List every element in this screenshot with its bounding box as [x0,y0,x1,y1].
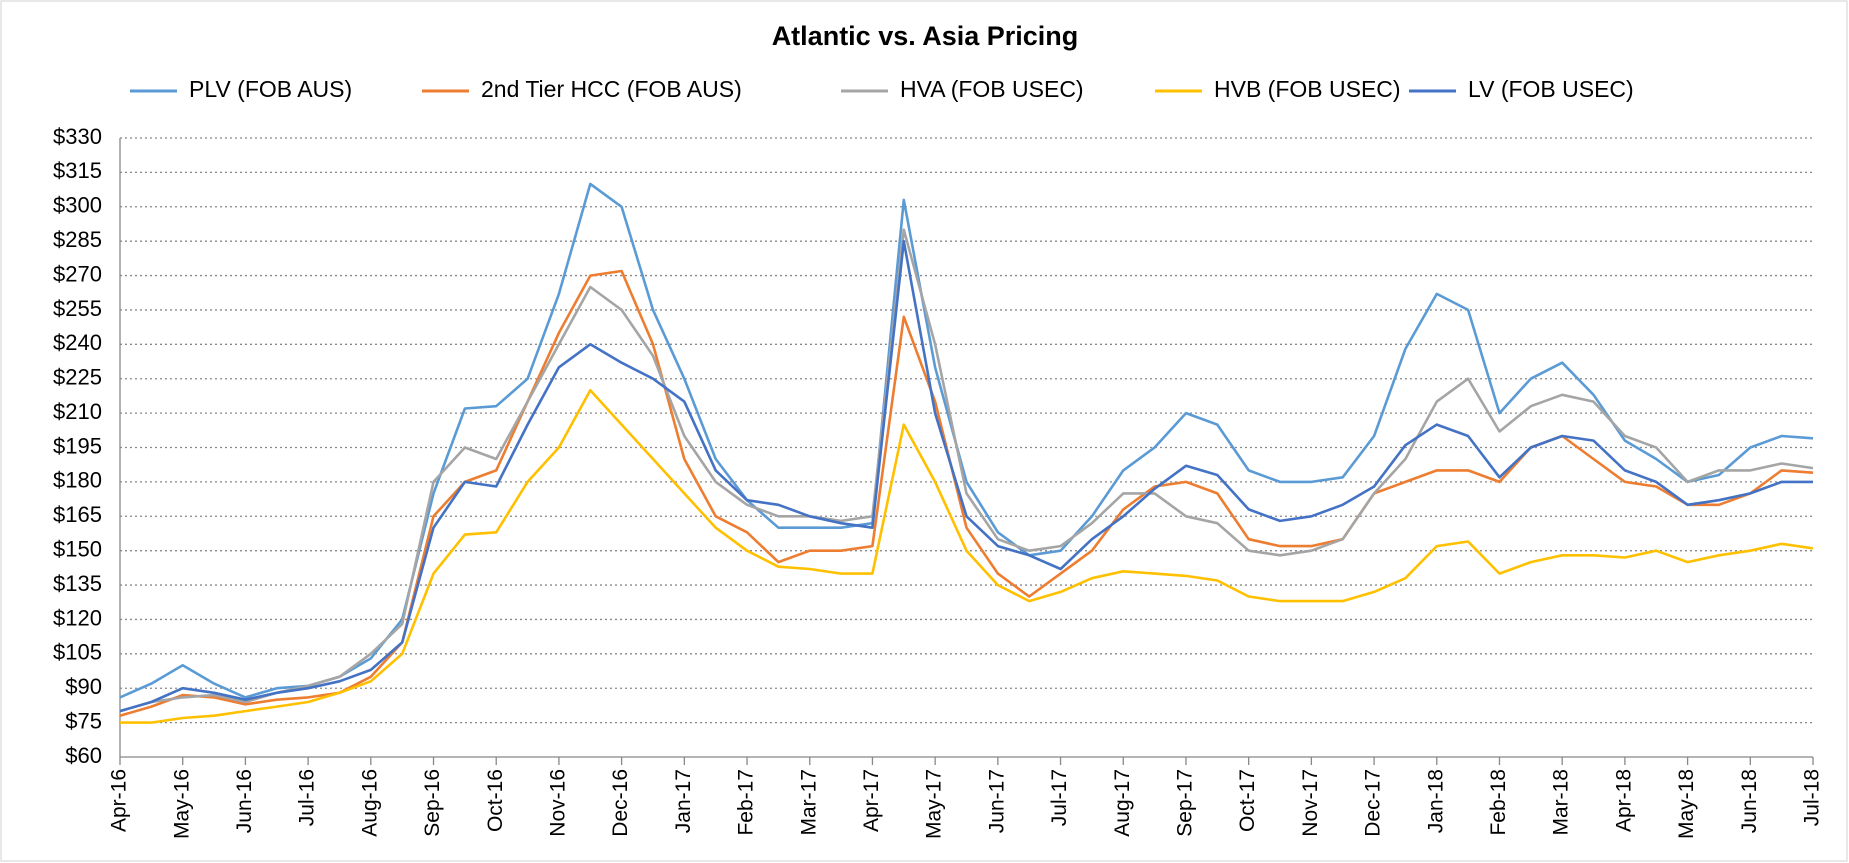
y-tick-label: $225 [53,365,102,390]
x-tick-label: Oct-16 [484,769,507,832]
x-tick-label: Dec-16 [609,769,632,837]
x-tick-label: Oct-17 [1236,769,1259,832]
y-tick-label: $90 [65,674,102,699]
x-tick-label: Jun-16 [233,769,256,833]
x-tick-label: Jun-17 [985,769,1008,833]
y-tick-label: $300 [53,193,102,218]
x-tick-label: Nov-16 [546,769,569,837]
x-tick-label: Nov-17 [1299,769,1322,837]
y-tick-label: $105 [53,640,102,665]
legend-label: HVB (FOB USEC) [1214,76,1401,102]
series-line [119,239,1813,713]
x-tick-label: Aug-17 [1111,769,1134,837]
x-tick-label: May-16 [170,769,193,839]
x-tick-label: Jul-18 [1801,769,1824,826]
chart-title: Atlantic vs. Asia Pricing [772,21,1079,51]
x-tick-label: Mar-18 [1550,769,1573,836]
y-tick-label: $330 [53,124,102,149]
series-line [120,388,1814,724]
x-tick-label: Jun-18 [1738,769,1761,833]
x-tick-label: Dec-17 [1362,769,1385,837]
y-tick-label: $60 [65,743,102,768]
y-tick-label: $270 [53,261,102,286]
series-line [119,228,1814,713]
y-tick-label: $285 [53,227,102,252]
x-tick-label: Jan-17 [672,769,695,833]
x-tick-label: Apr-17 [860,769,883,832]
x-tick-label: Apr-18 [1612,769,1635,832]
y-tick-label: $315 [53,158,102,183]
y-tick-label: $150 [53,536,102,561]
x-tick-label: Feb-18 [1487,769,1510,836]
x-tick-label: Jul-16 [296,769,319,826]
y-tick-label: $75 [65,708,102,733]
x-tick-label: Feb-17 [735,769,758,836]
x-tick-label: Jan-18 [1424,769,1447,833]
y-tick-label: $195 [53,433,102,458]
y-tick-label: $255 [53,296,102,321]
legend-label: PLV (FOB AUS) [189,76,352,102]
y-tick-label: $165 [53,502,102,527]
legend-label: HVA (FOB USEC) [900,76,1084,102]
x-tick-label: Aug-16 [358,769,381,837]
x-tick-label: May-17 [923,769,946,839]
x-tick-label: Sep-17 [1174,769,1197,837]
x-tick-label: May-18 [1675,769,1698,839]
legend-label: LV (FOB USEC) [1468,76,1634,102]
y-tick-label: $210 [53,399,102,424]
y-tick-label: $135 [53,571,102,596]
y-tick-label: $240 [53,330,102,355]
x-tick-label: Mar-17 [797,769,820,836]
legend-label: 2nd Tier HCC (FOB AUS) [481,76,742,102]
x-tick-label: Sep-16 [421,769,444,837]
x-tick-label: Apr-16 [108,769,131,832]
y-tick-label: $180 [53,468,102,493]
x-tick-label: Jul-17 [1048,769,1071,826]
y-tick-label: $120 [53,605,102,630]
